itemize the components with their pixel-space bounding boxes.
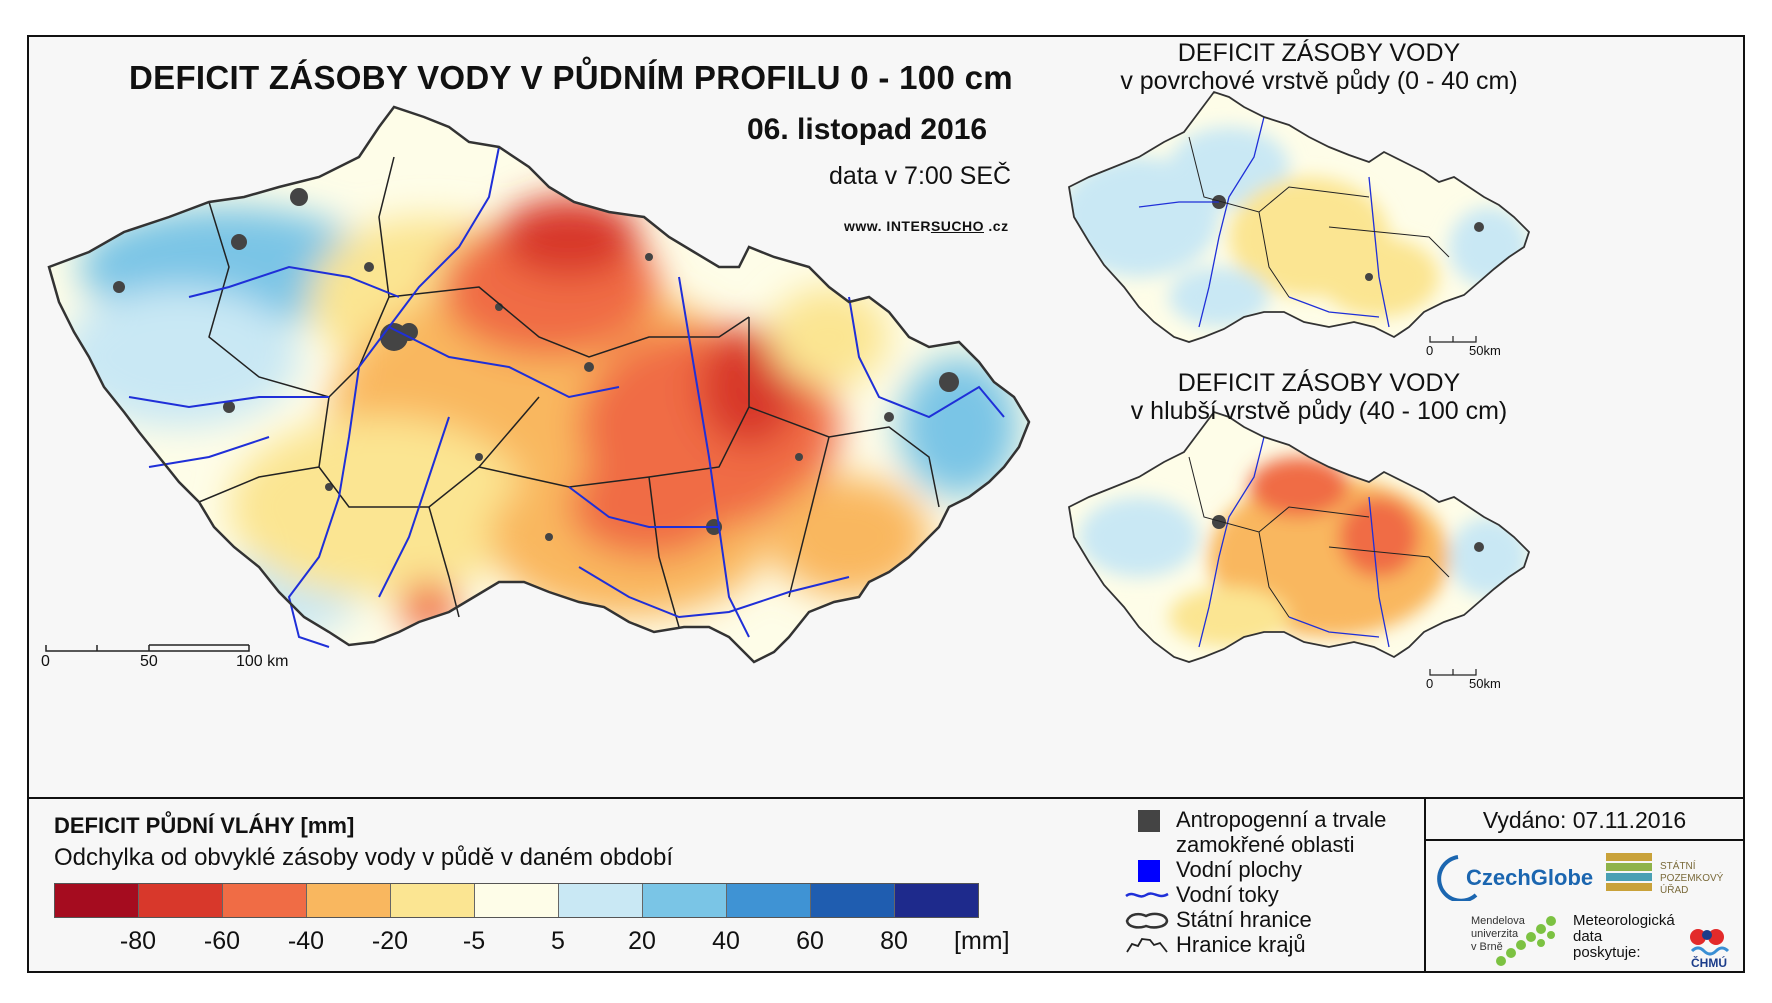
scale-label-100: 100 km — [236, 653, 289, 670]
scale-bar-main — [45, 644, 250, 652]
deficit-surface-inset-top — [1069, 92, 1529, 342]
tick-label: -20 — [371, 927, 409, 955]
color-step-10 — [895, 884, 978, 917]
tick-label: -40 — [287, 927, 325, 955]
anthropogenic-swatch — [1138, 810, 1160, 832]
region-borders-inset-top — [1188, 136, 1450, 298]
legend-panel: DEFICIT PŮDNÍ VLÁHY [mm] Odchylka od obv… — [29, 797, 1743, 971]
legend-unit: [mm] — [954, 927, 1010, 955]
state-border-inset-top — [1068, 90, 1531, 343]
color-step-5 — [475, 884, 559, 917]
tick-label: 60 — [796, 927, 824, 955]
tick-label: -60 — [203, 927, 241, 955]
mendel-dots — [1496, 916, 1556, 966]
tick-label: -80 — [119, 927, 157, 955]
color-step-8 — [727, 884, 811, 917]
inset-bottom-scale-50: 50km — [1469, 676, 1501, 691]
issue-date: Vydáno: 07.11.2016 — [1482, 807, 1687, 833]
region-borders-inset-bottom — [1188, 456, 1450, 618]
scale-bar-inset-top — [1429, 336, 1477, 343]
scale-bar-inset-bottom — [1429, 669, 1477, 676]
legend-subtitle: Odchylka od obvyklé zásoby vody v půdě v… — [54, 844, 674, 871]
map-area: DEFICIT ZÁSOBY VODY V PŮDNÍM PROFILU 0 -… — [29, 37, 1743, 797]
deficit-surface-inset-bottom — [1069, 412, 1529, 662]
spu-logo: STÁTNÍ POZEMKOVÝ ÚŘAD — [1604, 847, 1744, 902]
scale-label-50: 50 — [140, 653, 158, 670]
inset-top-title: DEFICIT ZÁSOBY VODY v povrchové vrstvě p… — [1120, 39, 1518, 95]
tick-label: 5 — [551, 927, 565, 955]
color-scale — [54, 883, 979, 918]
tick-label: 80 — [880, 927, 908, 955]
logos-area: CzechGlobe STÁTNÍ POZEMKOVÝ ÚŘAD Mendelov… — [1426, 839, 1743, 971]
map-frame: DEFICIT ZÁSOBY VODY V PŮDNÍM PROFILU 0 -… — [27, 35, 1745, 973]
map-date: 06. listopad 2016 — [747, 113, 988, 146]
key-water-bodies: Vodní plochy — [1124, 857, 1386, 882]
main-map — [45, 90, 1531, 676]
color-step-0 — [55, 884, 139, 917]
key-rivers: Vodní toky — [1124, 882, 1386, 907]
inset-bottom-title: DEFICIT ZÁSOBY VODY v hlubší vrstvě půdy… — [1130, 369, 1508, 425]
website-link[interactable]: www. INTERSUCHO .cz — [844, 218, 1009, 234]
chmu-text: ČHMÚ — [1691, 956, 1727, 970]
rivers-main — [128, 146, 1005, 648]
region-border-icon — [1126, 938, 1168, 953]
state-border-icon — [1125, 912, 1169, 929]
water-swatch — [1138, 860, 1160, 882]
scale-label-0: 0 — [41, 653, 50, 670]
inset-top-scale-50: 50km — [1469, 343, 1501, 358]
color-step-7 — [643, 884, 727, 917]
river-line-icon — [1125, 892, 1169, 898]
map-title: DEFICIT ZÁSOBY VODY V PŮDNÍM PROFILU 0 -… — [129, 59, 1013, 96]
issue-and-logos: Vydáno: 07.11.2016 CzechGlobe STÁTNÍ POZE… — [1424, 799, 1743, 971]
map-key: Antropogenní a trvale zamokřené oblasti … — [1124, 807, 1386, 957]
tick-label: 40 — [712, 927, 740, 955]
color-step-9 — [811, 884, 895, 917]
color-step-1 — [139, 884, 223, 917]
tick-label: -5 — [462, 927, 486, 955]
tick-label: 20 — [628, 927, 656, 955]
region-borders-main — [198, 156, 940, 628]
state-border-main — [47, 105, 1031, 664]
mendel-logo: Mendelova univerzita v Brně — [1471, 915, 1525, 953]
data-time: data v 7:00 SEČ — [829, 162, 1012, 190]
rivers-inset-top — [1138, 116, 1390, 328]
key-state-border: Státní hranice — [1124, 907, 1386, 932]
color-step-3 — [307, 884, 391, 917]
inset-top-scale-0: 0 — [1426, 343, 1434, 358]
key-anthropogenic: Antropogenní a trvale zamokřené oblasti — [1124, 807, 1386, 857]
key-region-border: Hranice krajů — [1124, 932, 1386, 957]
state-border-inset-bottom — [1068, 410, 1531, 663]
color-step-2 — [223, 884, 307, 917]
rivers-inset-bottom — [1198, 436, 1390, 648]
legend-title: DEFICIT PŮDNÍ VLÁHY [mm] — [54, 813, 355, 838]
color-step-6 — [559, 884, 643, 917]
color-step-4 — [391, 884, 475, 917]
chmu-logo-icon — [1690, 929, 1730, 956]
meteo-credit: Meteorologická data poskytuje: — [1573, 912, 1675, 961]
inset-bottom-scale-0: 0 — [1426, 676, 1434, 691]
czechglobe-logo: CzechGlobe — [1436, 851, 1593, 901]
